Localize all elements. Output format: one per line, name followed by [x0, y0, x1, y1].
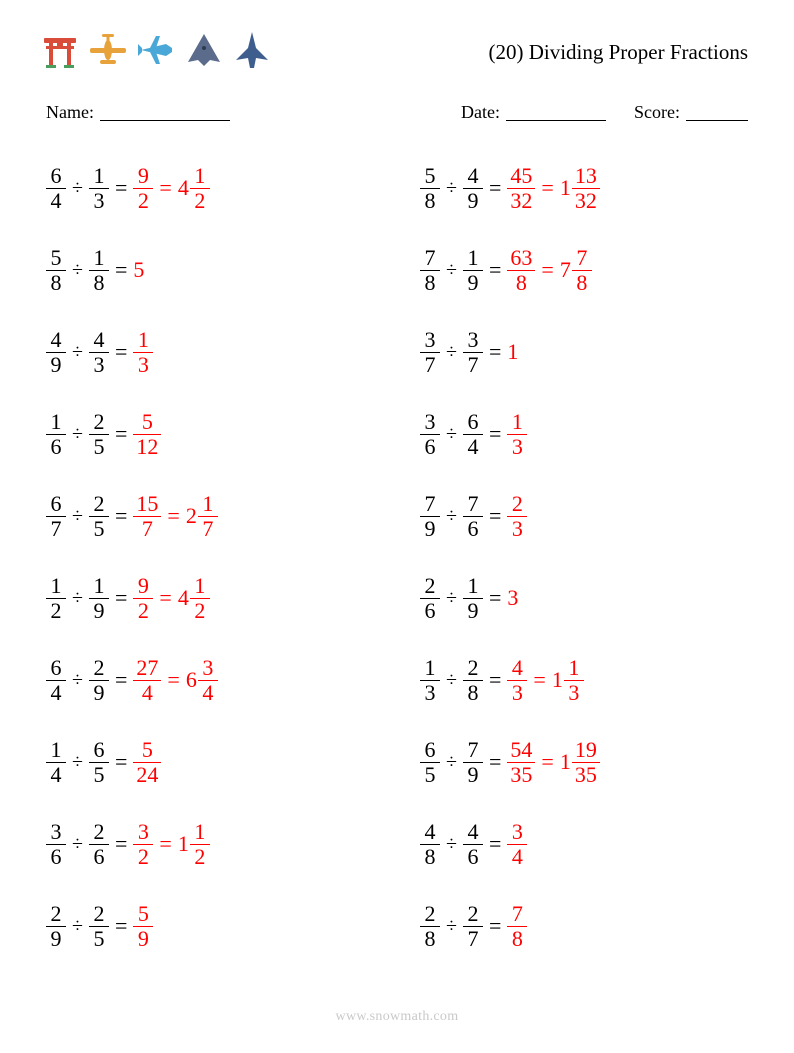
header: (20) Dividing Proper Fractions	[40, 28, 754, 76]
page-title: (20) Dividing Proper Fractions	[488, 40, 754, 65]
answer: 4532=11332	[507, 164, 599, 211]
problem-row: 36÷26=32=112	[46, 803, 380, 885]
answer: 638=778	[507, 246, 591, 293]
stealth-jet-icon	[184, 30, 224, 75]
problem-row: 37÷37=1	[420, 311, 754, 393]
answer: 43=113	[507, 656, 583, 703]
answer: 78	[507, 902, 527, 949]
answer: 512	[133, 410, 161, 457]
answer: 13	[507, 410, 527, 457]
column-left: 64÷13=92=41258÷18=549÷43=1316÷25=51267÷2…	[46, 147, 380, 967]
problems-grid: 64÷13=92=41258÷18=549÷43=1316÷25=51267÷2…	[40, 147, 754, 967]
problem-row: 65÷79=5435=11935	[420, 721, 754, 803]
answer: 32=112	[133, 820, 209, 867]
answer: 5435=11935	[507, 738, 599, 785]
problem-row: 58÷49=4532=11332	[420, 147, 754, 229]
problem-row: 64÷13=92=412	[46, 147, 380, 229]
answer: 5	[133, 257, 144, 283]
answer: 157=217	[133, 492, 217, 539]
problem-row: 28÷27=78	[420, 885, 754, 967]
problem-row: 29÷25=59	[46, 885, 380, 967]
column-right: 58÷49=4532=1133278÷19=638=77837÷37=136÷6…	[420, 147, 754, 967]
score-label: Score:	[634, 102, 680, 123]
problem-row: 14÷65=524	[46, 721, 380, 803]
problem-row: 64÷29=274=634	[46, 639, 380, 721]
problem-row: 36÷64=13	[420, 393, 754, 475]
problem-row: 13÷28=43=113	[420, 639, 754, 721]
jet-plane-icon	[136, 30, 176, 75]
footer-link: www.snowmath.com	[0, 1009, 794, 1025]
answer: 92=412	[133, 164, 209, 211]
score-blank[interactable]	[686, 102, 748, 121]
date-blank[interactable]	[506, 102, 606, 121]
answer: 92=412	[133, 574, 209, 621]
problem-row: 48÷46=34	[420, 803, 754, 885]
answer: 23	[507, 492, 527, 539]
date-label: Date:	[461, 102, 500, 123]
name-label: Name:	[46, 102, 94, 123]
name-blank[interactable]	[100, 102, 230, 121]
problem-row: 58÷18=5	[46, 229, 380, 311]
answer: 3	[507, 585, 518, 611]
problem-row: 49÷43=13	[46, 311, 380, 393]
torii-gate-icon	[40, 30, 80, 75]
answer: 13	[133, 328, 153, 375]
problem-row: 12÷19=92=412	[46, 557, 380, 639]
answer: 1	[507, 339, 518, 365]
problem-row: 67÷25=157=217	[46, 475, 380, 557]
problem-row: 79÷76=23	[420, 475, 754, 557]
fighter-jet-icon	[232, 30, 272, 75]
propeller-plane-icon	[88, 30, 128, 75]
problem-row: 78÷19=638=778	[420, 229, 754, 311]
answer: 524	[133, 738, 161, 785]
answer: 274=634	[133, 656, 217, 703]
problem-row: 26÷19=3	[420, 557, 754, 639]
problem-row: 16÷25=512	[46, 393, 380, 475]
info-fields: Name: Date: Score:	[40, 102, 754, 123]
decorative-icons	[40, 30, 272, 75]
answer: 59	[133, 902, 153, 949]
answer: 34	[507, 820, 527, 867]
